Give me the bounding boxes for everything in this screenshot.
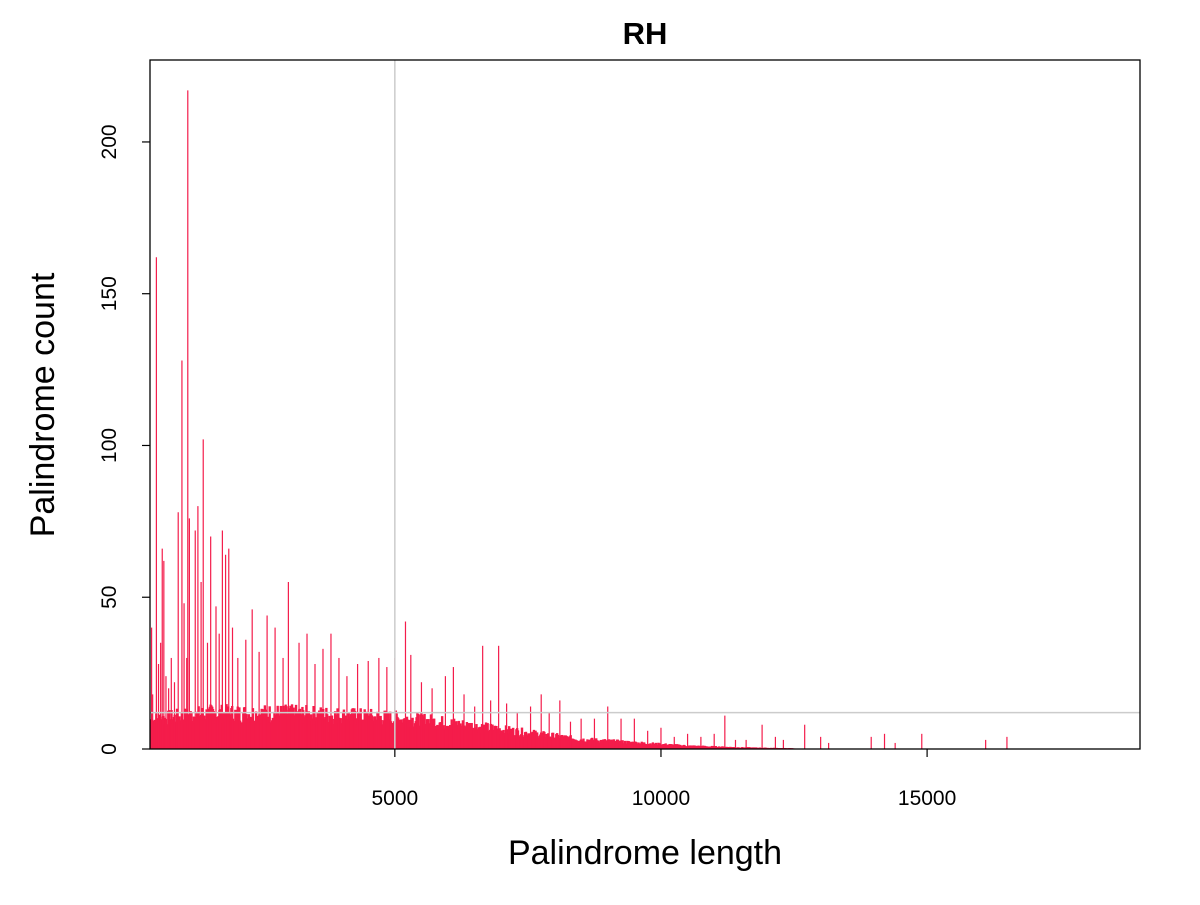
y-tick-label: 50 [98, 586, 121, 609]
y-tick-label: 0 [98, 743, 121, 755]
x-tick-label: 10000 [632, 787, 690, 810]
x-tick-label: 15000 [898, 787, 956, 810]
y-tick-label: 200 [98, 124, 121, 159]
x-axis: 5000 10000 15000 [371, 749, 956, 810]
y-tick-label: 150 [98, 276, 121, 311]
y-tick-label: 100 [98, 428, 121, 463]
x-axis-label: Palindrome length [508, 834, 782, 872]
spike-bars-group [150, 90, 1008, 749]
y-axis: 0 50 100 150 200 [98, 124, 150, 755]
plot-frame [149, 59, 1141, 750]
x-tick-label: 5000 [371, 787, 418, 810]
chart-title: RH [623, 16, 668, 51]
y-axis-label: Palindrome count [24, 272, 62, 537]
reference-lines-group [150, 60, 1140, 749]
density-bars-group [149, 704, 796, 749]
